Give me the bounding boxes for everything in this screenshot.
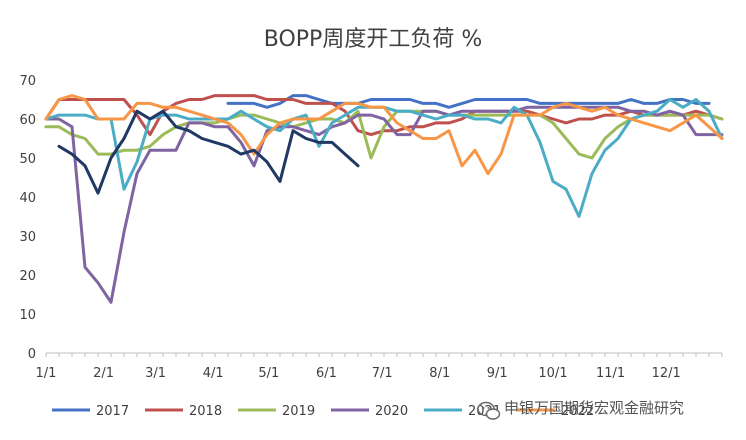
x-tick-label: 5/1 (258, 366, 279, 381)
series-line-unlabeled (57, 109, 360, 195)
x-tick-label: 10/1 (538, 366, 567, 381)
legend-label: 2019 (282, 404, 315, 419)
series-line-2019 (44, 109, 724, 160)
watermark: 申银万国期货宏观金融研究 (477, 399, 684, 420)
x-tick-label: 7/1 (372, 366, 393, 381)
x-tick-label: 4/1 (203, 366, 224, 381)
y-tick-label: 50 (19, 152, 36, 167)
y-tick-label: 30 (19, 230, 36, 245)
y-tick-label: 70 (19, 74, 36, 89)
x-tick-label: 12/1 (652, 366, 681, 381)
legend-label: 2020 (375, 404, 408, 419)
series-line-2020 (44, 105, 724, 304)
chart-title: BOPP周度开工负荷 % (264, 27, 482, 52)
x-tick-label: 11/1 (596, 366, 625, 381)
series-line-2022 (44, 94, 724, 176)
y-tick-label: 40 (19, 191, 36, 206)
series-line-2018 (44, 94, 724, 137)
y-tick-label: 0 (28, 347, 36, 362)
legend-label: 2022 (561, 404, 594, 419)
legend-label: 2018 (189, 404, 222, 419)
x-axis: 1/1 2/1 3/1 4/1 5/1 6/1 7/1 8/1 9/1 10/1 11/1 12/1 (36, 352, 723, 381)
legend-label: 2017 (96, 404, 129, 419)
series-line-2017 (226, 94, 711, 109)
y-tick-label: 60 (19, 113, 36, 128)
legend: 2017 2018 2019 2020 2021 2022 (52, 404, 594, 419)
x-tick-label: 6/1 (316, 366, 337, 381)
watermark-text: 申银万国期货宏观金融研究 (504, 399, 684, 417)
x-tick-label: 2/1 (93, 366, 114, 381)
x-tick-label: 9/1 (487, 366, 508, 381)
y-tick-label: 10 (19, 308, 36, 323)
x-tick-label: 3/1 (145, 366, 166, 381)
wechat-icon (477, 401, 501, 420)
y-tick-label: 20 (19, 269, 36, 284)
series-lines (44, 94, 724, 304)
x-tick-label: 8/1 (429, 366, 450, 381)
y-axis: 0 10 20 30 40 50 60 70 (19, 74, 36, 362)
x-tick-label: 1/1 (36, 366, 57, 381)
